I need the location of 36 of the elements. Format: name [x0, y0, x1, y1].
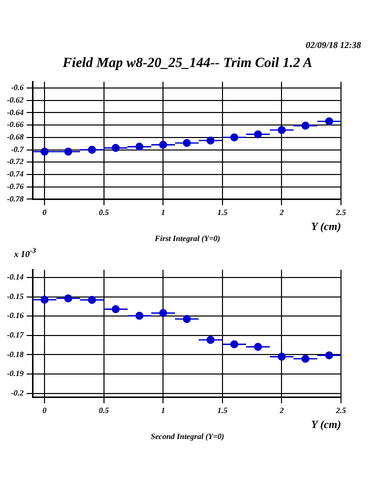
y-tick-label: -0.18 — [6, 350, 24, 359]
x-tick-label: 0 — [42, 208, 47, 218]
x-tick-label: 0.5 — [98, 406, 109, 416]
y-tick-label: -0.72 — [6, 157, 24, 166]
x-tick-label: 1.5 — [217, 406, 228, 416]
y-tick-label: -0.14 — [6, 272, 24, 282]
text: 02/09/18 12:38 — [304, 40, 362, 52]
x-tick-label: 0 — [42, 406, 47, 416]
x-tick-label: 1.5 — [217, 208, 228, 218]
y-tick-label: -0.19 — [6, 369, 24, 378]
y-tick-label: -0.66 — [6, 120, 24, 130]
x-tick-label: 2.5 — [335, 208, 346, 218]
x-axis-title: Y (cm) — [311, 419, 341, 432]
x-tick-label: 1 — [161, 406, 166, 416]
y-tick-label: -0.15 — [6, 292, 24, 301]
chart-title: Field Map w8-20_25_144-- Trim Coil 1.2 A — [62, 56, 314, 73]
y-tick-label: -0.68 — [6, 132, 24, 142]
y-tick-label: -0.6 — [10, 83, 24, 92]
y-tick-label: -0.62 — [6, 95, 24, 104]
x-tick-label: 2 — [278, 406, 284, 416]
y-tick-label: -0.7 — [10, 144, 25, 154]
x-tick-label: 1 — [161, 208, 166, 218]
y-tick-label: -0.78 — [6, 194, 24, 204]
y-tick-label: -0.64 — [6, 108, 24, 117]
text: x 10$^{-3}$ — [12, 246, 37, 261]
x-tick-label: 0.5 — [98, 208, 109, 218]
text: First Integral (Y=0) — [154, 234, 222, 245]
y-tick-label: -0.74 — [6, 170, 24, 179]
x-axis-title: Y (cm) — [311, 221, 341, 234]
y-tick-label: -0.76 — [6, 182, 24, 191]
y-tick-label: -0.16 — [6, 311, 24, 320]
x-tick-label: 2 — [278, 208, 284, 218]
y-tick-label: -0.17 — [6, 330, 25, 340]
text: Second Integral (Y=0) — [150, 432, 226, 443]
y-tick-label: -0.2 — [10, 388, 24, 398]
x-tick-label: 2.5 — [335, 406, 346, 416]
